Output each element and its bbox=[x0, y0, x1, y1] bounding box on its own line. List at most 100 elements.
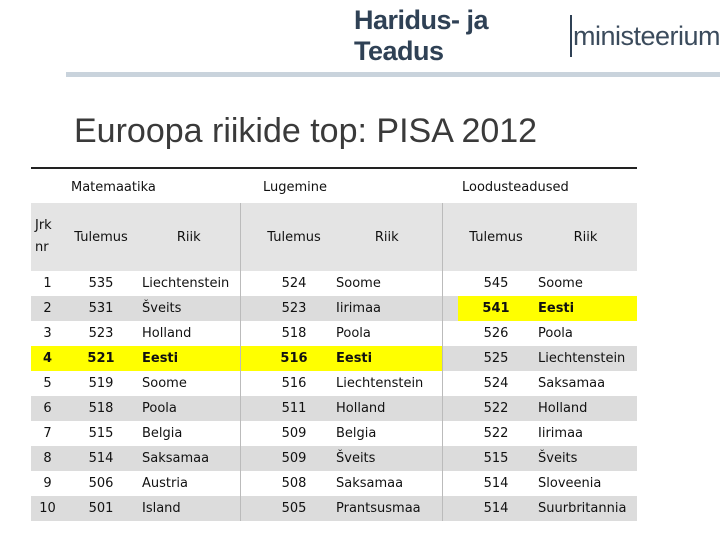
reading-score-header: Tulemus bbox=[256, 203, 332, 271]
rank-cell: 1 bbox=[43, 276, 52, 291]
math-score-cell: 506 bbox=[88, 476, 114, 491]
math-country-cell: Soome bbox=[142, 376, 187, 391]
math-score-header: Tulemus bbox=[64, 203, 138, 271]
table-top-rule bbox=[31, 167, 637, 169]
rank-cell: 7 bbox=[43, 426, 52, 441]
rank-cell: 6 bbox=[31, 396, 64, 421]
reading-country-cell: Poola bbox=[336, 326, 371, 341]
column-separator bbox=[239, 421, 256, 446]
science-country-cell: Poola bbox=[538, 326, 573, 341]
reading-score-cell: 505 bbox=[256, 496, 332, 521]
math-score-cell: 523 bbox=[88, 326, 114, 341]
reading-score-cell: 511 bbox=[256, 396, 332, 421]
logo-bold-text: Haridus- ja Teadus bbox=[354, 5, 489, 66]
column-separator bbox=[239, 446, 256, 471]
reading-score-cell: 524 bbox=[281, 276, 307, 291]
math-country-cell: Poola bbox=[138, 396, 240, 421]
column-separator bbox=[441, 203, 458, 271]
math-score-cell: 519 bbox=[88, 376, 114, 391]
science-score-cell: 545 bbox=[483, 276, 509, 291]
math-country-cell: Belgia bbox=[142, 426, 183, 441]
math-score-cell: 518 bbox=[64, 396, 138, 421]
rank-header: Jrk nr bbox=[31, 203, 64, 271]
science-country-cell: Saksamaa bbox=[538, 376, 606, 391]
column-separator bbox=[441, 471, 458, 496]
science-country-cell: Holland bbox=[534, 396, 637, 421]
reading-score-cell: 516 bbox=[281, 376, 307, 391]
table-row: 7 515 Belgia 509 Belgia 522 Iirimaa bbox=[31, 421, 637, 446]
group-math-label: Matemaatika bbox=[71, 180, 156, 195]
pisa-results-table: Jrk nr Tulemus Riik Tulemus Riik Tulemus… bbox=[31, 203, 637, 521]
table-row: 5 519 Soome 516 Liechtenstein 524 Saksam… bbox=[31, 371, 637, 396]
science-score-cell-highlighted: 541 bbox=[458, 296, 534, 321]
rank-header-line1: Jrk bbox=[35, 218, 52, 233]
science-score-cell: 522 bbox=[458, 396, 534, 421]
science-score-cell: 514 bbox=[483, 476, 509, 491]
column-separator bbox=[239, 346, 256, 371]
science-country-cell: Sloveenia bbox=[538, 476, 602, 491]
table-row: 6 518 Poola 511 Holland 522 Holland bbox=[31, 396, 637, 421]
logo-light-text: ministeerium bbox=[572, 20, 720, 51]
rank-cell: 5 bbox=[43, 376, 52, 391]
reading-country-cell: Soome bbox=[336, 276, 381, 291]
math-country-header: Riik bbox=[138, 203, 240, 271]
column-separator bbox=[441, 321, 458, 346]
column-separator bbox=[441, 446, 458, 471]
column-separator bbox=[239, 296, 256, 321]
science-score-cell: 522 bbox=[483, 426, 509, 441]
math-country-cell-highlighted: Eesti bbox=[138, 346, 240, 371]
group-science-label: Loodusteadused bbox=[462, 180, 569, 195]
math-score-cell-highlighted: 521 bbox=[64, 346, 138, 371]
science-score-cell: 515 bbox=[458, 446, 534, 471]
reading-score-cell: 523 bbox=[256, 296, 332, 321]
reading-country-cell: Belgia bbox=[336, 426, 377, 441]
column-separator bbox=[239, 471, 256, 496]
science-country-cell: Liechtenstein bbox=[534, 346, 637, 371]
reading-country-cell: Saksamaa bbox=[336, 476, 404, 491]
rank-cell: 8 bbox=[31, 446, 64, 471]
column-separator bbox=[441, 346, 458, 371]
column-separator bbox=[441, 496, 458, 521]
rank-header-line2: nr bbox=[35, 240, 49, 255]
science-score-cell: 525 bbox=[458, 346, 534, 371]
math-score-cell: 535 bbox=[88, 276, 114, 291]
math-country-cell: Austria bbox=[142, 476, 188, 491]
math-country-cell: Liechtenstein bbox=[142, 276, 230, 291]
reading-country-cell: Prantsusmaa bbox=[332, 496, 442, 521]
science-country-header: Riik bbox=[534, 203, 637, 271]
rank-cell: 3 bbox=[43, 326, 52, 341]
ministry-logo: Haridus- ja Teadus ministeerium bbox=[354, 5, 720, 66]
rank-cell-highlighted: 4 bbox=[31, 346, 64, 371]
table-row: 8 514 Saksamaa 509 Šveits 515 Šveits bbox=[31, 446, 637, 471]
reading-score-cell: 508 bbox=[281, 476, 307, 491]
reading-score-cell-highlighted: 516 bbox=[256, 346, 332, 371]
science-score-header: Tulemus bbox=[458, 203, 534, 271]
reading-score-cell: 509 bbox=[281, 426, 307, 441]
reading-country-cell-highlighted: Eesti bbox=[332, 346, 442, 371]
table-row: 2 531 Šveits 523 Iirimaa 541 Eesti bbox=[31, 296, 637, 321]
header-accent-line bbox=[66, 72, 720, 77]
math-country-cell: Saksamaa bbox=[138, 446, 240, 471]
rank-cell: 2 bbox=[31, 296, 64, 321]
group-reading-label: Lugemine bbox=[263, 180, 328, 195]
column-separator bbox=[441, 296, 458, 321]
column-separator bbox=[239, 496, 256, 521]
reading-country-cell: Liechtenstein bbox=[336, 376, 424, 391]
column-separator bbox=[239, 396, 256, 421]
table-row: 3 523 Holland 518 Poola 526 Poola bbox=[31, 321, 637, 346]
reading-country-header: Riik bbox=[332, 203, 442, 271]
reading-country-cell: Holland bbox=[332, 396, 442, 421]
reading-score-cell: 509 bbox=[256, 446, 332, 471]
math-country-cell: Island bbox=[138, 496, 240, 521]
column-separator bbox=[239, 271, 256, 296]
math-country-cell: Holland bbox=[142, 326, 192, 341]
column-separator bbox=[441, 371, 458, 396]
science-score-cell: 514 bbox=[458, 496, 534, 521]
math-score-cell: 531 bbox=[64, 296, 138, 321]
table-row: 4 521 Eesti 516 Eesti 525 Liechtenstein bbox=[31, 346, 637, 371]
table-row: 1 535 Liechtenstein 524 Soome 545 Soome bbox=[31, 271, 637, 296]
science-score-cell: 524 bbox=[483, 376, 509, 391]
science-country-cell: Soome bbox=[538, 276, 583, 291]
column-separator bbox=[441, 421, 458, 446]
science-country-cell: Suurbritannia bbox=[534, 496, 637, 521]
